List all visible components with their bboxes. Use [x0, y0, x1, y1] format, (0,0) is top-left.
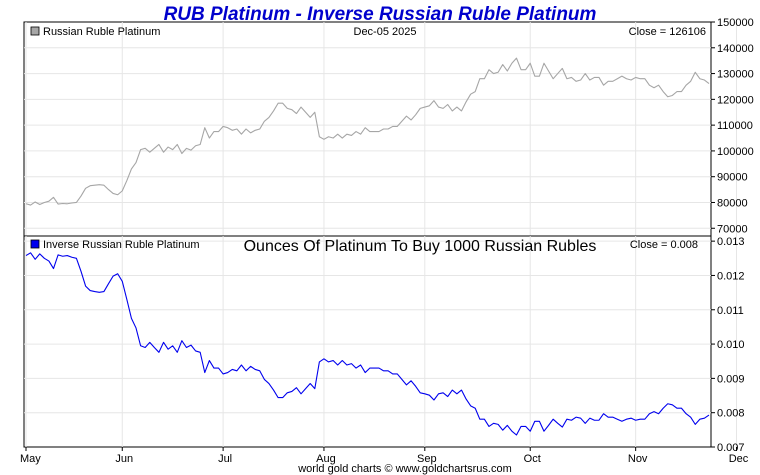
- lower-y-tick-label: 0.009: [717, 373, 745, 385]
- lower-subtitle: Ounces Of Platinum To Buy 1000 Russian R…: [244, 238, 597, 255]
- lower-y-tick-label: 0.011: [717, 305, 744, 317]
- upper-date-label: Dec-05 2025: [354, 26, 417, 38]
- upper-series-line: [25, 57, 710, 206]
- lower-y-tick-label: 0.008: [717, 408, 745, 420]
- upper-y-tick-label: 120000: [717, 94, 754, 106]
- x-tick-label: Dec: [729, 453, 749, 465]
- upper-y-tick-label: 70000: [717, 223, 748, 235]
- x-tick-label: Aug: [316, 453, 336, 465]
- lower-legend-swatch: [30, 239, 40, 249]
- upper-y-tick-label: 150000: [717, 17, 754, 29]
- x-axis: May Jun Jul Aug Sep Oct Nov Dec: [20, 447, 749, 465]
- upper-legend-swatch: [30, 26, 40, 36]
- x-tick-label: May: [20, 453, 41, 465]
- chart-title: RUB Platinum - Inverse Russian Ruble Pla…: [164, 4, 597, 25]
- upper-y-tick-label: 90000: [717, 172, 748, 184]
- upper-y-tick-label: 100000: [717, 146, 754, 158]
- lower-legend-label: Inverse Russian Ruble Platinum: [43, 239, 200, 251]
- upper-y-axis: 70000 80000 90000 100000 110000 120000 130000 1…: [711, 17, 754, 235]
- upper-y-tick-label: 110000: [717, 120, 753, 132]
- upper-legend-label: Russian Ruble Platinum: [43, 26, 160, 38]
- footer-credit: world gold charts © www.goldchartsrus.co…: [297, 463, 512, 475]
- x-tick-label: Sep: [417, 453, 437, 465]
- lower-y-tick-label: 0.012: [717, 270, 745, 282]
- lower-gridlines: [24, 236, 738, 447]
- upper-y-tick-label: 140000: [717, 43, 754, 55]
- lower-y-tick-label: 0.007: [717, 442, 745, 454]
- lower-y-axis: 0.007 0.008 0.009 0.010 0.011 0.012 0.013: [711, 236, 745, 454]
- upper-panel: 70000 80000 90000 100000 110000 120000 130000 1…: [23, 17, 754, 237]
- x-tick-label: Nov: [628, 453, 648, 465]
- lower-panel: 0.007 0.008 0.009 0.010 0.011 0.012 0.013 Inve…: [23, 235, 745, 454]
- lower-series: [25, 252, 710, 436]
- lower-plot-frame: [23, 235, 712, 448]
- x-tick-label: Jul: [218, 453, 232, 465]
- lower-y-tick-label: 0.013: [717, 236, 745, 248]
- lower-y-tick-label: 0.010: [717, 339, 745, 351]
- upper-y-tick-label: 130000: [717, 69, 754, 81]
- lower-series-line: [25, 252, 710, 436]
- x-tick-label: Jun: [115, 453, 133, 465]
- x-tick-label: Oct: [524, 453, 541, 465]
- upper-close-label: Close = 126106: [629, 26, 706, 38]
- lower-close-label: Close = 0.008: [630, 239, 698, 251]
- upper-gridlines: [24, 22, 738, 236]
- upper-series: [25, 57, 710, 206]
- upper-y-tick-label: 80000: [717, 197, 748, 209]
